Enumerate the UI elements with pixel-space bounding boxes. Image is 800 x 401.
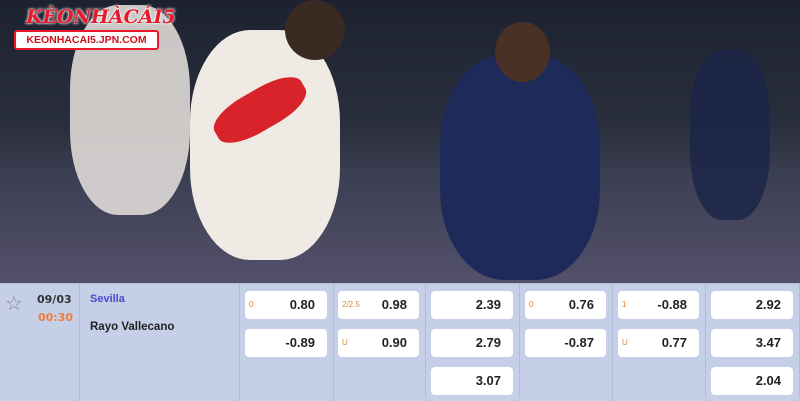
odds-value: 0.80 (289, 297, 315, 312)
odds-cell[interactable]: 2.39 (431, 291, 513, 319)
teams-column: Sevilla Rayo Vallecano (80, 284, 240, 401)
odds-value: 0.76 (568, 297, 594, 312)
odds-value: 2.79 (475, 335, 501, 350)
odds-cell[interactable]: -0.89 (245, 329, 327, 357)
odds-line-label: 0 (249, 300, 254, 309)
odds-cell[interactable]: 3.47 (711, 329, 793, 357)
odds-line-label: 0 (529, 300, 534, 309)
odds-table: ☆ 09/03 00:30 Sevilla Rayo Vallecano 0 0.… (0, 283, 800, 401)
odds-value: 0.77 (661, 335, 687, 350)
odds-column: 2.92 3.47 2.04 (706, 284, 800, 401)
odds-value: 3.47 (755, 335, 781, 350)
odds-value: 2.92 (755, 297, 781, 312)
match-time: 00:30 (38, 311, 74, 324)
odds-value: 0.98 (381, 297, 407, 312)
odds-column: 2.39 2.79 3.07 (426, 284, 520, 401)
odds-line-label: U (342, 338, 348, 347)
odds-cell[interactable]: U 0.90 (338, 329, 419, 357)
odds-cell[interactable]: 3.07 (431, 367, 513, 395)
star-outline-icon[interactable]: ☆ (5, 291, 23, 315)
away-team[interactable]: Rayo Vallecano (90, 321, 175, 333)
odds-column: 0 0.80 -0.89 (240, 284, 334, 401)
odds-value: 2.04 (755, 373, 781, 388)
odds-cell[interactable]: 2.04 (711, 367, 793, 395)
site-logo: KÈONHÀCÁI5 KEONHACAI5.JPN.COM (14, 6, 176, 50)
odds-cell[interactable]: 2.92 (711, 291, 793, 319)
odds-cell[interactable]: U 0.77 (618, 329, 699, 357)
odds-column: 1 -0.88 U 0.77 (613, 284, 706, 401)
match-time-column: ☆ 09/03 00:30 (0, 284, 80, 401)
odds-cell[interactable]: 1 -0.88 (618, 291, 699, 319)
odds-cell[interactable]: 0 0.80 (245, 291, 327, 319)
odds-cell[interactable]: 2.79 (431, 329, 513, 357)
odds-value: -0.88 (657, 297, 687, 312)
odds-cell[interactable]: 0 0.76 (525, 291, 606, 319)
odds-column: 0 0.76 -0.87 (520, 284, 613, 401)
home-team[interactable]: Sevilla (90, 293, 125, 305)
odds-value: -0.89 (285, 335, 315, 350)
odds-value: 0.90 (381, 335, 407, 350)
odds-cell[interactable]: 2/2.5 0.98 (338, 291, 419, 319)
odds-line-label: 2/2.5 (342, 300, 360, 309)
odds-cell[interactable]: -0.87 (525, 329, 606, 357)
match-photo: KÈONHÀCÁI5 KEONHACAI5.JPN.COM (0, 0, 800, 283)
odds-line-label: U (622, 338, 628, 347)
logo-url: KEONHACAI5.JPN.COM (14, 30, 159, 50)
odds-value: 2.39 (475, 297, 501, 312)
match-date: 09/03 (37, 293, 72, 306)
logo-brand: KÈONHÀCÁI5 (26, 6, 176, 28)
odds-value: -0.87 (564, 335, 594, 350)
odds-column: 2/2.5 0.98 U 0.90 (333, 284, 426, 401)
odds-line-label: 1 (622, 300, 627, 309)
odds-value: 3.07 (475, 373, 501, 388)
